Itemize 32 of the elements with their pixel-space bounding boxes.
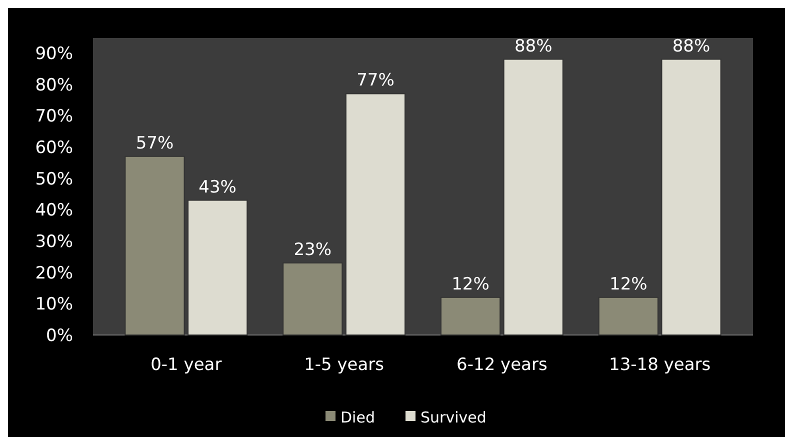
bar xyxy=(124,156,185,336)
data-label: 12% xyxy=(610,274,648,294)
bar xyxy=(345,93,406,336)
bar xyxy=(661,58,722,336)
legend-label: Died xyxy=(340,408,375,426)
bar xyxy=(440,296,501,336)
y-tick-label: 90% xyxy=(35,44,73,64)
x-tick-label: 6-12 years xyxy=(456,355,548,375)
y-tick-label: 0% xyxy=(46,326,73,346)
bar xyxy=(598,296,658,336)
x-tick-label: 0-1 year xyxy=(150,355,222,375)
y-tick-label: 40% xyxy=(35,200,73,221)
data-label: 43% xyxy=(198,177,236,198)
bar xyxy=(503,58,564,336)
y-tick-label: 30% xyxy=(35,232,73,252)
x-tick-label: 1-5 years xyxy=(304,355,384,375)
bar xyxy=(282,262,343,336)
y-tick-label: 50% xyxy=(35,169,73,190)
data-label: 57% xyxy=(136,133,174,154)
x-tick-label: 13-18 years xyxy=(609,355,711,375)
legend-label: Survived xyxy=(420,408,486,426)
y-tick-label: 70% xyxy=(35,106,73,127)
data-label: 77% xyxy=(356,70,394,91)
data-label: 88% xyxy=(672,36,710,56)
y-tick-label: 80% xyxy=(35,75,73,96)
y-tick-label: 60% xyxy=(35,138,73,158)
data-label: 12% xyxy=(452,274,490,294)
data-label: 23% xyxy=(294,240,332,260)
y-tick-label: 10% xyxy=(35,294,73,315)
y-tick-label: 20% xyxy=(35,263,73,284)
data-label: 88% xyxy=(514,36,552,56)
bar xyxy=(188,200,248,336)
